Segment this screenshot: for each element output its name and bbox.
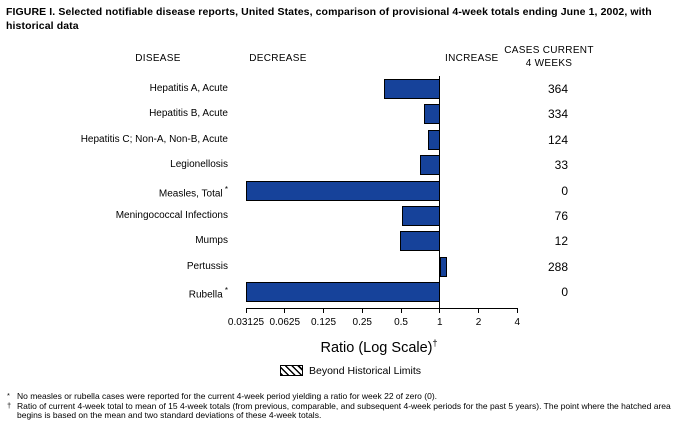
bar [428,129,440,150]
column-header-increase: INCREASE [445,53,499,64]
cases-value: 334 [547,107,568,122]
x-axis-tick [323,308,324,313]
x-axis-label: Ratio (Log Scale)† [248,338,510,356]
bar [419,155,440,176]
bar [399,231,440,252]
cases-value: 33 [554,158,568,173]
footnote-dagger: † Ratio of current 4-week total to mean o… [6,400,678,421]
cases-value: 288 [547,259,568,274]
x-axis-tick-label: 4 [514,317,521,328]
column-header-cases-line1: CASES CURRENT [504,45,594,56]
disease-label: Hepatitis C; Non-A, Non-B, Acute [80,133,228,145]
bar [439,256,447,277]
x-axis-tick [284,308,286,313]
x-axis-tick [245,308,247,313]
disease-label: Legionellosis [170,159,228,171]
cases-value: 124 [547,132,568,147]
x-axis-tick-label: 0.125 [310,317,337,328]
figure-title: FIGURE I. Selected notifiable disease re… [6,6,652,33]
x-axis-tick [439,308,441,313]
x-axis-tick-label: 0.0625 [269,317,301,328]
x-axis-tick [400,308,402,313]
disease-label: Hepatitis A, Acute [149,83,228,94]
disease-label: Mumps [195,235,228,247]
footnote-asterisk-text: No measles or rubella cases were reporte… [17,391,438,401]
cases-value: 12 [554,234,568,249]
x-axis-tick [516,308,518,313]
disease-label: Hepatitis B, Acute [149,108,228,120]
bar [246,282,440,303]
column-header-cases-line2: 4 WEEKS [525,57,573,69]
x-axis-tick-label: 0.5 [394,317,408,328]
x-axis-line [246,308,518,309]
cases-value: 76 [554,209,568,223]
bar [402,206,440,226]
disease-label: Rubella * [188,286,228,301]
disease-label: Pertussis [186,260,228,272]
asterisk-marker: * [222,286,228,296]
footnote-asterisk-marker: * [7,391,10,400]
bar [424,104,440,125]
cases-value: 0 [561,183,568,198]
x-axis-tick [478,308,480,313]
disease-label: Meningococcal Infections [115,210,228,221]
dagger-superscript: † [432,338,438,348]
x-axis-tick-label: 0.25 [352,317,372,328]
footnote-dagger-marker: † [7,400,12,410]
cases-value: 0 [561,285,568,300]
column-header-disease: DISEASE [135,53,181,64]
footnote-asterisk: * No measles or rubella cases were report… [6,391,678,402]
footnotes: * No measles or rubella cases were report… [6,391,678,421]
cases-value: 364 [547,82,568,96]
x-axis-label-text: Ratio (Log Scale) [320,339,433,356]
disease-label: Measles, Total * [158,184,228,199]
column-header-decrease: DECREASE [249,53,307,64]
x-axis-tick-label: 0.03125 [227,317,265,328]
bar [384,79,440,99]
bar [246,180,440,201]
asterisk-marker: * [222,184,228,194]
x-axis-tick [361,308,363,313]
x-axis-tick-label: 2 [475,317,482,328]
column-header-cases: CASES CURRENT 4 WEEKS [494,45,604,70]
x-axis-tick-label: 1 [437,317,443,328]
legend-label: Beyond Historical Limits [309,365,422,377]
footnote-dagger-text: Ratio of current 4-week total to mean of… [17,400,671,421]
hatched-swatch [280,365,303,376]
